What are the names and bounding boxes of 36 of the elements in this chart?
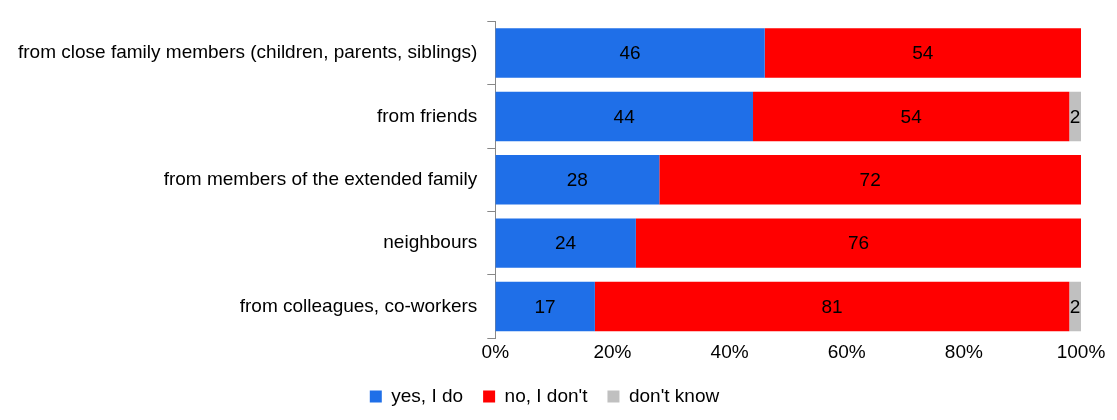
bar: [495, 218, 636, 268]
data-label: 2: [1069, 295, 1081, 317]
y-tick-label: from members of the extended family: [163, 168, 478, 190]
y-tick-label: from close family members (children, parents, siblings): [18, 41, 478, 63]
legend-label: no, I don't: [504, 384, 589, 406]
bar: [495, 91, 754, 142]
data-label: 81: [821, 295, 843, 317]
bar: [764, 28, 1081, 78]
y-tick-label: neighbours: [383, 231, 478, 253]
x-tick-label: 80%: [944, 340, 983, 362]
bar: [594, 281, 1070, 332]
legend-label: don't know: [628, 384, 720, 406]
data-label: 2: [1069, 105, 1081, 127]
bar: [495, 155, 660, 205]
bar: [495, 281, 595, 332]
x-tick-label: 60%: [827, 340, 866, 362]
bar: [635, 218, 1081, 268]
bar: [659, 155, 1081, 205]
data-label: 28: [566, 169, 588, 191]
data-label: 24: [555, 232, 577, 254]
legend-label: yes, I do: [391, 384, 464, 406]
data-label: 76: [847, 232, 870, 254]
x-tick-label: 20%: [593, 340, 632, 362]
data-label: 54: [912, 42, 934, 64]
data-label: 17: [534, 295, 556, 317]
x-tick-label: 40%: [710, 340, 749, 362]
y-tick-label: from friends: [377, 104, 478, 126]
data-label: 46: [619, 42, 641, 64]
bar: [495, 28, 765, 78]
x-tick-label: 0%: [481, 340, 510, 362]
data-label: 54: [900, 105, 923, 127]
data-label: 72: [859, 169, 881, 191]
data-label: 44: [613, 105, 636, 127]
x-tick-label: 100%: [1056, 340, 1106, 362]
bar: [753, 91, 1070, 142]
y-tick-label: from colleagues, co-workers: [239, 294, 478, 316]
